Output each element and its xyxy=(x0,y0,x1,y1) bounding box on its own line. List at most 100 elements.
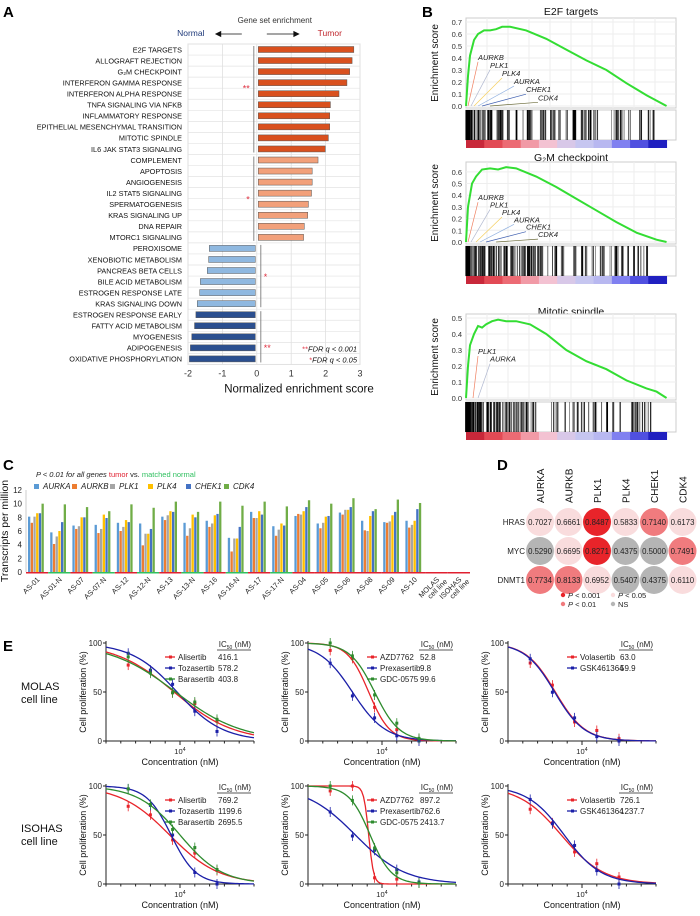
correlation-value: 0.8133 xyxy=(557,576,581,585)
ic50-header: IC50 (nM) xyxy=(621,783,654,794)
ranking-heat-segment xyxy=(648,432,668,440)
gene-leader-line xyxy=(490,101,539,107)
ranking-heat-segment xyxy=(538,276,558,284)
category-label: ALLOGRAFT REJECTION xyxy=(95,56,182,65)
right-arrow-icon xyxy=(266,30,300,38)
bar xyxy=(258,57,353,64)
data-point xyxy=(171,827,175,831)
correlation-circle xyxy=(668,537,697,565)
legend-label: P < 0.05 xyxy=(618,591,646,600)
ranking-heat-segment xyxy=(611,276,631,284)
legend-label: AURKA xyxy=(42,482,71,491)
y-tick-label: 0 xyxy=(98,737,103,746)
ranking-heat-segment xyxy=(648,276,668,284)
y-tick-label: 10 xyxy=(13,500,22,509)
y-tick-label: 0.1 xyxy=(452,226,462,235)
y-axis-label: Cell proliferation (%) xyxy=(280,794,290,876)
x-tick-label: 1 xyxy=(289,368,294,378)
legend-label: PLK4 xyxy=(157,482,177,491)
bar xyxy=(194,517,197,572)
x-tick-label: 104 xyxy=(174,747,185,756)
correlation-circle xyxy=(640,537,668,565)
y-tick-label: 0 xyxy=(300,737,305,746)
bar xyxy=(100,528,103,572)
data-point xyxy=(215,729,219,733)
enrichment-curve xyxy=(465,318,668,399)
ic50-value: 1237.7 xyxy=(620,807,645,816)
gsea-plot: E2F targets 0.0 0.1 0.2 0.3 0.4 0.5 0.6 0.7 Enric… xyxy=(430,6,677,148)
category-label: KRAS SIGNALING UP xyxy=(108,211,182,220)
bar xyxy=(322,522,325,572)
y-tick-label: 100 xyxy=(291,782,305,791)
legend-dot xyxy=(610,592,616,598)
hit-line xyxy=(466,246,470,276)
x-axis-label: Concentration (nM) xyxy=(543,757,620,767)
bar xyxy=(200,278,256,285)
data-point xyxy=(193,709,197,713)
hit-line xyxy=(466,110,470,140)
ranking-heat-segment xyxy=(593,276,613,284)
bar xyxy=(55,536,58,572)
bar xyxy=(250,511,253,572)
bar xyxy=(258,189,312,197)
bar xyxy=(258,178,313,186)
data-point xyxy=(595,869,599,873)
bar xyxy=(241,505,244,572)
bar xyxy=(385,522,389,572)
y-tick-label: 6 xyxy=(18,527,23,536)
ranking-heat-segment xyxy=(466,140,485,148)
correlation-value: 0.8487 xyxy=(585,518,609,527)
gsea-plot: G₂M checkpoint 0.0 0.1 0.2 0.3 0.4 0.5 0.6 Enric… xyxy=(430,152,677,284)
bar xyxy=(260,514,264,572)
panel-a: A -2 -1 0 1 2 3 Normalized enrichment score Gene… xyxy=(3,4,374,395)
data-point xyxy=(617,875,621,879)
correlation-value: 0.5833 xyxy=(614,518,638,527)
y-tick-label: 0.2 xyxy=(452,78,462,87)
y-tick-label: 0.5 xyxy=(452,314,462,323)
correlation-value: 0.7491 xyxy=(671,547,695,556)
category-label: PEROXISOME xyxy=(133,244,182,253)
correlation-value: 0.7027 xyxy=(528,518,552,527)
ranking-heat-segment xyxy=(466,432,485,440)
bar xyxy=(324,516,327,572)
bar xyxy=(208,526,211,572)
bar xyxy=(207,267,256,274)
correlation-value: 0.6173 xyxy=(671,518,695,527)
x-tick-label: 0 xyxy=(254,368,259,378)
ic50-value: 726.1 xyxy=(620,796,641,805)
bar xyxy=(258,145,326,153)
gene-label: AURKB xyxy=(477,53,504,62)
y-tick-label: 100 xyxy=(291,639,305,648)
bar xyxy=(196,511,200,572)
data-point xyxy=(148,813,152,817)
legend-dot xyxy=(610,601,616,607)
bar xyxy=(227,537,231,572)
bar xyxy=(391,515,394,572)
panel-d: D AURKA AURKB PLK1 PLK4 CHEK1 CDK4 HRAS 0.7027 0.… xyxy=(497,457,697,609)
gene-leader-line xyxy=(467,202,479,243)
gene-leader-line xyxy=(467,61,479,107)
correlation-value: 0.6110 xyxy=(671,576,695,585)
legend-swatch xyxy=(186,484,191,489)
x-axis-label: Normalized enrichment score xyxy=(224,383,374,395)
correlation-circle xyxy=(526,537,554,565)
bar xyxy=(341,514,344,572)
y-tick-label: 0.0 xyxy=(452,394,462,403)
legend-marker xyxy=(371,809,374,813)
correlation-value: 0.5000 xyxy=(642,547,667,556)
data-point xyxy=(373,716,377,720)
y-tick-label: 0.4 xyxy=(452,330,462,339)
ranking-heat-segment xyxy=(466,276,485,284)
ic50-value: 1199.6 xyxy=(218,807,242,816)
category-label: PANCREAS BETA CELLS xyxy=(97,266,182,275)
correlation-circle xyxy=(611,508,640,536)
y-tick-label: 0.5 xyxy=(452,180,462,189)
bar xyxy=(122,526,125,572)
y-tick-label: 0.5 xyxy=(452,42,462,51)
cell-line-label: ISOHAS xyxy=(21,823,63,835)
fit-curve xyxy=(307,642,457,742)
bar xyxy=(163,520,167,572)
data-point xyxy=(373,876,377,880)
y-tick-label: 50 xyxy=(295,688,304,697)
